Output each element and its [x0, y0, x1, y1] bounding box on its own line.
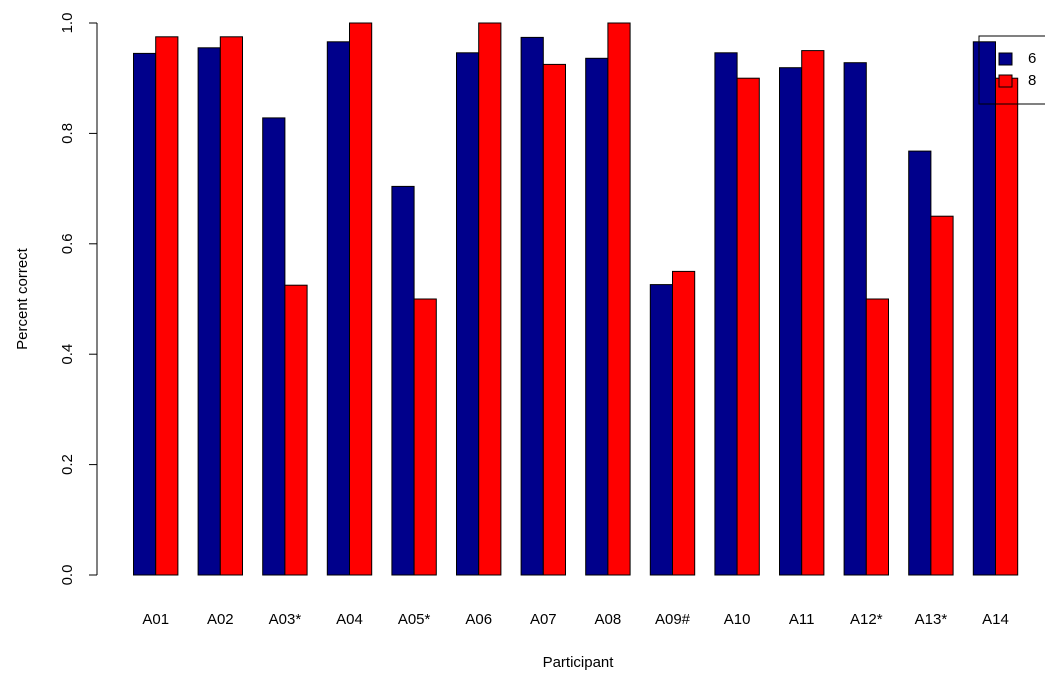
- x-axis: A01 A02 A03* A04 A05* A06 A07 A08 A09# A10 A11 A12*…: [142, 611, 1009, 628]
- bar-a09-series-6: [649, 284, 673, 576]
- bar-a02-series-6: [197, 47, 221, 576]
- y-tick-label-1: 0.2: [59, 454, 76, 475]
- bar-a10-series-6: [714, 52, 738, 576]
- y-tick-label-0: 0.0: [59, 565, 76, 586]
- bar-a09-series-8: [672, 270, 696, 576]
- bar-a08-series-6: [585, 57, 609, 576]
- x-tick-label-a04: A04: [336, 611, 363, 628]
- bar-a07-series-8: [542, 63, 566, 576]
- bar-a10-series-8: [736, 77, 760, 576]
- bar-a11-series-6: [779, 67, 803, 576]
- legend-label-series-8: 8: [1028, 72, 1036, 89]
- bar-a04-series-6: [326, 41, 350, 576]
- bar-a08-series-8: [607, 22, 631, 576]
- x-tick-label-a12: A12*: [850, 611, 883, 628]
- bar-a04-series-8: [349, 22, 373, 576]
- bar-a03-series-8: [284, 284, 308, 576]
- bar-a11-series-8: [801, 50, 825, 576]
- bar-a14-series-8: [995, 77, 1019, 576]
- y-tick-label-2: 0.4: [59, 344, 76, 365]
- legend-box: [978, 35, 1045, 105]
- bar-a13-series-6: [908, 150, 932, 576]
- bars-group: [133, 22, 1019, 576]
- bar-a01-series-8: [155, 36, 179, 576]
- x-tick-label-a13: A13*: [915, 611, 948, 628]
- x-tick-label-a01: A01: [142, 611, 169, 628]
- x-tick-label-a10: A10: [724, 611, 751, 628]
- y-tick-label-3: 0.6: [59, 233, 76, 254]
- legend-swatch-series-8: [998, 74, 1013, 88]
- legend-label-series-6: 6: [1028, 50, 1036, 67]
- bar-a03-series-6: [262, 117, 286, 576]
- x-tick-label-a14: A14: [982, 611, 1009, 628]
- x-tick-label-a05: A05*: [398, 611, 431, 628]
- bar-a01-series-6: [133, 52, 157, 576]
- bar-a14-series-6: [972, 41, 996, 576]
- bar-a07-series-6: [520, 36, 544, 576]
- bar-a06-series-6: [456, 52, 480, 576]
- bar-a12-series-8: [865, 298, 889, 576]
- y-axis: 0.0 0.2 0.4 0.6 0.8 1.0: [59, 13, 98, 586]
- x-tick-label-a09: A09#: [655, 611, 691, 628]
- bar-a06-series-8: [478, 22, 502, 576]
- x-tick-label-a08: A08: [595, 611, 622, 628]
- x-tick-label-a11: A11: [789, 611, 815, 628]
- x-tick-label-a07: A07: [530, 611, 557, 628]
- y-tick-label-4: 0.8: [59, 123, 76, 144]
- bar-a05-series-8: [413, 298, 437, 576]
- bar-a05-series-6: [391, 185, 415, 576]
- legend: 68: [978, 35, 1045, 105]
- bar-a13-series-8: [930, 215, 954, 576]
- y-axis-title: Percent correct: [14, 247, 31, 350]
- bar-a02-series-8: [219, 36, 244, 576]
- y-tick-label-5: 1.0: [59, 13, 76, 34]
- x-tick-label-a02: A02: [207, 611, 234, 628]
- x-tick-label-a03: A03*: [269, 611, 302, 628]
- x-tick-label-a06: A06: [465, 611, 492, 628]
- legend-swatch-series-6: [998, 52, 1013, 66]
- bar-a12-series-6: [843, 62, 867, 576]
- x-axis-title: Participant: [543, 654, 615, 671]
